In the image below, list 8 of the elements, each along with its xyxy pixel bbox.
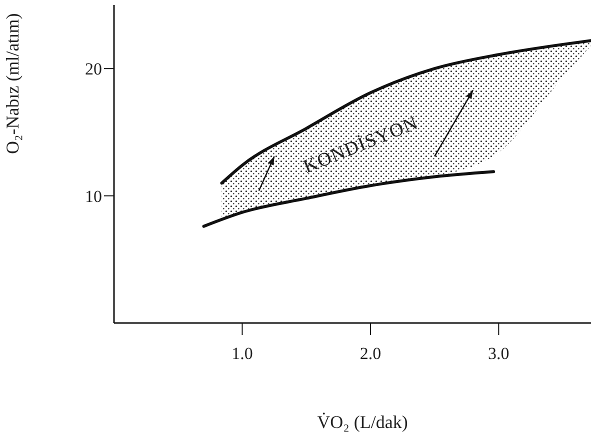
y-axis-title: O₂-Nabız (ml/atım) <box>2 13 22 154</box>
x-axis-title: V̇O₂ (L/dak) <box>317 412 408 432</box>
line-series <box>220 39 591 185</box>
x-tick-label: 2.0 <box>360 344 382 364</box>
y-tick-label: 10 <box>85 186 102 206</box>
x-tick-label: 3.0 <box>488 344 510 364</box>
y-tick-label: 20 <box>85 60 102 79</box>
x-tick-label: 1.0 <box>232 344 253 364</box>
